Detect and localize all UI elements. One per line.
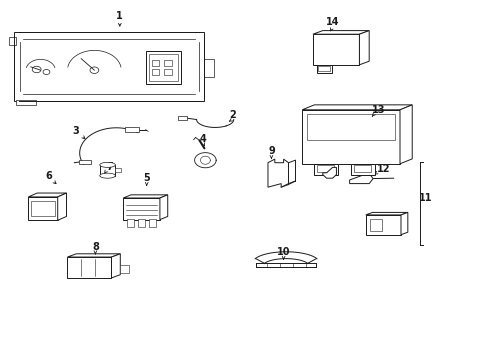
Polygon shape <box>302 105 411 110</box>
Polygon shape <box>100 165 115 176</box>
Polygon shape <box>123 195 167 198</box>
Bar <box>163 69 171 75</box>
Bar <box>163 60 171 66</box>
Text: 2: 2 <box>228 110 235 120</box>
Ellipse shape <box>100 162 115 167</box>
Text: 14: 14 <box>325 17 339 27</box>
Bar <box>151 60 159 66</box>
Polygon shape <box>365 212 407 215</box>
Bar <box>115 168 121 172</box>
Bar <box>9 37 16 45</box>
Text: 11: 11 <box>418 193 431 203</box>
Polygon shape <box>312 34 359 65</box>
Polygon shape <box>14 32 204 101</box>
Bar <box>178 116 187 120</box>
Text: 7: 7 <box>106 162 113 172</box>
Text: 9: 9 <box>267 146 274 156</box>
Bar <box>79 160 91 164</box>
Ellipse shape <box>100 173 115 178</box>
Polygon shape <box>349 174 372 184</box>
Polygon shape <box>58 193 66 220</box>
Polygon shape <box>28 193 66 197</box>
Text: 10: 10 <box>276 247 290 257</box>
Bar <box>124 127 139 132</box>
Polygon shape <box>314 164 337 175</box>
Polygon shape <box>359 31 368 65</box>
Polygon shape <box>399 105 411 164</box>
Bar <box>148 54 178 81</box>
Circle shape <box>32 66 41 73</box>
Text: 3: 3 <box>72 126 79 136</box>
Polygon shape <box>316 65 331 73</box>
Bar <box>317 66 329 71</box>
Bar <box>148 219 155 227</box>
Text: 8: 8 <box>92 242 99 252</box>
Bar <box>16 100 36 105</box>
Bar <box>31 201 55 216</box>
Bar <box>151 69 159 75</box>
Polygon shape <box>302 110 399 164</box>
Bar <box>306 114 394 140</box>
Bar <box>353 165 370 172</box>
Text: 4: 4 <box>199 134 206 144</box>
Polygon shape <box>312 31 368 34</box>
Polygon shape <box>350 164 374 175</box>
Bar <box>204 59 214 77</box>
Polygon shape <box>67 257 111 278</box>
Circle shape <box>43 69 50 75</box>
Bar <box>369 219 381 231</box>
Text: 13: 13 <box>371 105 385 115</box>
Polygon shape <box>67 254 120 257</box>
Text: 6: 6 <box>45 171 52 181</box>
Text: 12: 12 <box>376 164 390 174</box>
Polygon shape <box>28 197 58 220</box>
Bar <box>120 265 129 273</box>
Bar <box>145 51 181 84</box>
Bar <box>138 219 144 227</box>
Bar <box>317 165 333 172</box>
Text: 1: 1 <box>116 11 123 21</box>
Bar <box>127 219 134 227</box>
Circle shape <box>90 67 99 73</box>
Polygon shape <box>111 254 120 278</box>
Polygon shape <box>160 195 167 220</box>
Polygon shape <box>123 198 160 220</box>
Polygon shape <box>322 167 336 178</box>
Polygon shape <box>365 215 400 235</box>
Text: 5: 5 <box>143 173 150 183</box>
Polygon shape <box>267 159 288 187</box>
Polygon shape <box>400 212 407 235</box>
